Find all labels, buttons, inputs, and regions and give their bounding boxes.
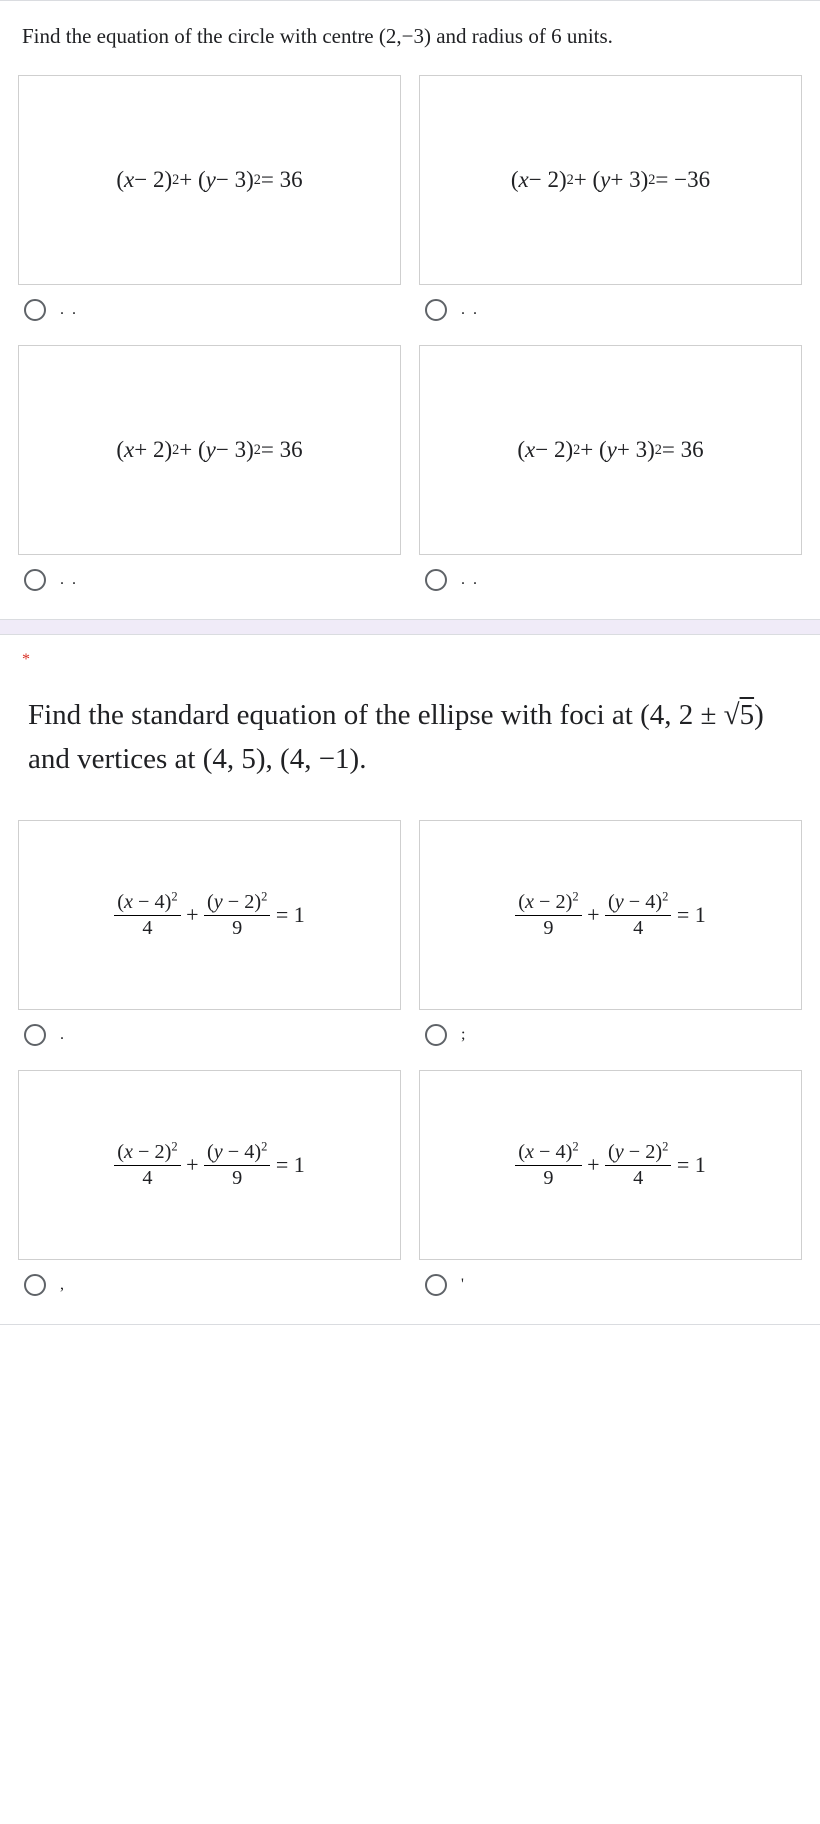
question-circle-options: (x − 2)2 + (y − 3)2 = 36 . . (x − 2)2 + … [0, 69, 820, 619]
option-group: (x − 2)2 + (y + 3)2 = −36 . . [419, 75, 802, 321]
option-label: . . [60, 301, 78, 319]
question-ellipse-options: (x − 4)24 + (y − 2)29 = 1 . (x − 2)29 + … [0, 814, 820, 1324]
radio-icon[interactable] [425, 299, 447, 321]
question-ellipse: * Find the standard equation of the elli… [0, 634, 820, 1326]
option-radio-row[interactable]: ' [419, 1260, 802, 1296]
option-label: . . [60, 571, 78, 589]
question-circle: Find the equation of the circle with cen… [0, 0, 820, 620]
fraction: (x − 4)24 [114, 892, 180, 939]
option-radio-row[interactable]: . . [419, 555, 802, 591]
option-radio-row[interactable]: ; [419, 1010, 802, 1046]
fraction: (y − 4)29 [204, 1142, 270, 1189]
fraction: (x − 2)29 [515, 892, 581, 939]
radio-icon[interactable] [425, 1274, 447, 1296]
option-equation: (x − 4)29 + (y − 2)24 = 1 [419, 1070, 802, 1260]
option-equation: (x − 2)2 + (y − 3)2 = 36 [18, 75, 401, 285]
option-label: , [60, 1276, 66, 1294]
fraction: (y − 2)29 [204, 892, 270, 939]
option-group: (x + 2)2 + (y − 3)2 = 36 . . [18, 345, 401, 591]
option-equation: (x − 2)2 + (y + 3)2 = 36 [419, 345, 802, 555]
radio-icon[interactable] [425, 569, 447, 591]
option-equation: (x − 2)24 + (y − 4)29 = 1 [18, 1070, 401, 1260]
question-circle-prompt: Find the equation of the circle with cen… [0, 1, 820, 69]
option-label: . . [461, 571, 479, 589]
radio-icon[interactable] [24, 569, 46, 591]
option-label: . [60, 1026, 66, 1044]
radio-icon[interactable] [425, 1024, 447, 1046]
radio-icon[interactable] [24, 1024, 46, 1046]
option-group: (x − 2)2 + (y − 3)2 = 36 . . [18, 75, 401, 321]
option-equation: (x − 2)29 + (y − 4)24 = 1 [419, 820, 802, 1010]
fraction: (y − 4)24 [605, 892, 671, 939]
question-ellipse-prompt: Find the standard equation of the ellips… [0, 669, 820, 815]
option-group: (x − 2)2 + (y + 3)2 = 36 . . [419, 345, 802, 591]
section-divider [0, 620, 820, 634]
fraction: (y − 2)24 [605, 1142, 671, 1189]
option-radio-row[interactable]: . [18, 1010, 401, 1046]
radio-icon[interactable] [24, 299, 46, 321]
option-equation: (x − 2)2 + (y + 3)2 = −36 [419, 75, 802, 285]
option-label: . . [461, 301, 479, 319]
option-label: ; [461, 1026, 467, 1044]
option-label: ' [461, 1276, 466, 1294]
option-equation: (x + 2)2 + (y − 3)2 = 36 [18, 345, 401, 555]
option-radio-row[interactable]: . . [419, 285, 802, 321]
option-radio-row[interactable]: . . [18, 555, 401, 591]
required-marker: * [0, 635, 820, 669]
option-radio-row[interactable]: , [18, 1260, 401, 1296]
option-group: (x − 2)24 + (y − 4)29 = 1 , [18, 1070, 401, 1296]
fraction: (x − 4)29 [515, 1142, 581, 1189]
option-radio-row[interactable]: . . [18, 285, 401, 321]
option-group: (x − 4)29 + (y − 2)24 = 1 ' [419, 1070, 802, 1296]
option-equation: (x − 4)24 + (y − 2)29 = 1 [18, 820, 401, 1010]
radio-icon[interactable] [24, 1274, 46, 1296]
option-group: (x − 4)24 + (y − 2)29 = 1 . [18, 820, 401, 1046]
option-group: (x − 2)29 + (y − 4)24 = 1 ; [419, 820, 802, 1046]
fraction: (x − 2)24 [114, 1142, 180, 1189]
